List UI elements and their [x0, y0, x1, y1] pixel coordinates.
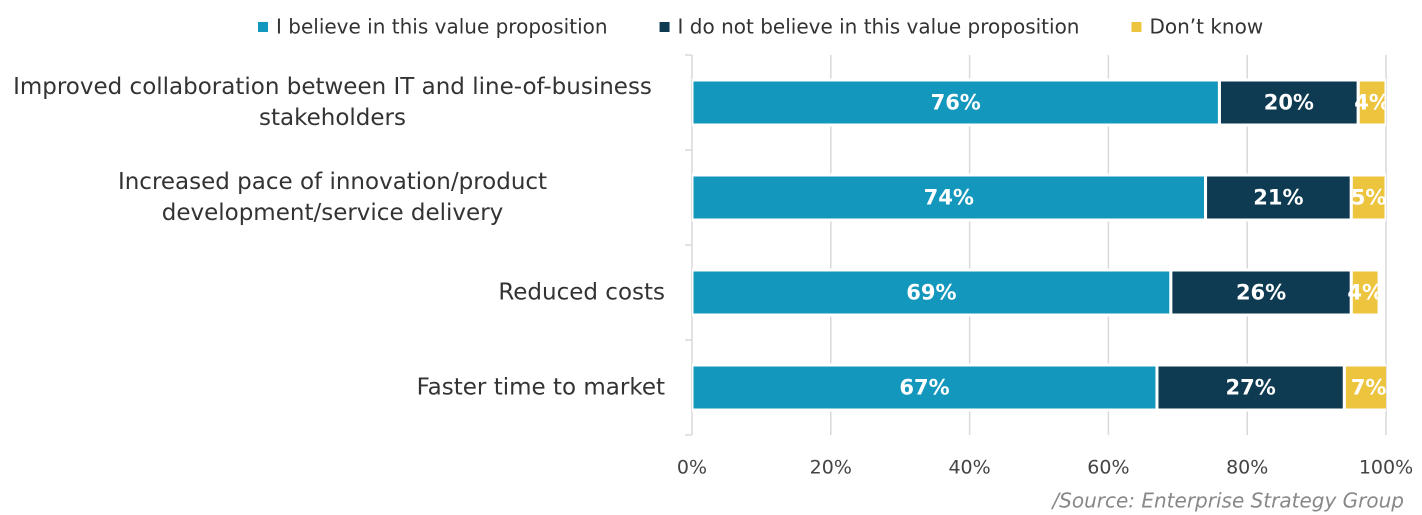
data-label: 74% [924, 186, 974, 210]
category-label: Improved collaboration between IT and li… [13, 73, 652, 131]
x-tick-label: 100% [1359, 457, 1413, 479]
data-label: 76% [931, 91, 981, 115]
bar-segment [692, 173, 1208, 222]
legend-label: Don’t know [1149, 15, 1263, 39]
x-tick-label: 40% [948, 457, 990, 479]
bar-segment [1169, 268, 1353, 317]
legend-swatch [659, 22, 670, 32]
x-tick-label: 80% [1226, 457, 1268, 479]
legend-swatch [1131, 22, 1142, 32]
category-label: Faster time to market [416, 374, 665, 400]
data-label: 7% [1351, 376, 1387, 400]
x-tick-label: 60% [1087, 457, 1129, 479]
data-label: 26% [1236, 281, 1286, 305]
data-label: 67% [899, 376, 949, 400]
bar-segment [1356, 78, 1386, 127]
x-tick-label: 20% [810, 457, 852, 479]
data-label: 69% [906, 281, 956, 305]
bar-segment [692, 78, 1221, 127]
data-label: 27% [1226, 376, 1276, 400]
x-tick-label: 0% [677, 457, 707, 479]
bar-segment [1342, 363, 1386, 412]
data-label: 4% [1354, 91, 1390, 115]
legend-label: I believe in this value proposition [276, 15, 608, 39]
bar-segment [1349, 173, 1386, 222]
bars: 76% 20% 4% 74% 21% 5% 69% 26% 4% 67% 27% 7% [692, 78, 1390, 412]
legend-label: I do not believe in this value propositi… [678, 15, 1080, 39]
data-label: 4% [1347, 281, 1383, 305]
source: /Source: Enterprise Strategy Group [1050, 489, 1404, 513]
bar-segment [1349, 268, 1381, 317]
data-label: 21% [1253, 186, 1303, 210]
legend-swatch [258, 22, 268, 32]
category-label: Reduced costs [498, 279, 665, 305]
data-label: 20% [1264, 91, 1314, 115]
category-label: Increased pace of innovation/product dev… [117, 168, 548, 226]
bar-segment [1217, 78, 1360, 127]
data-label: 5% [1351, 186, 1387, 210]
